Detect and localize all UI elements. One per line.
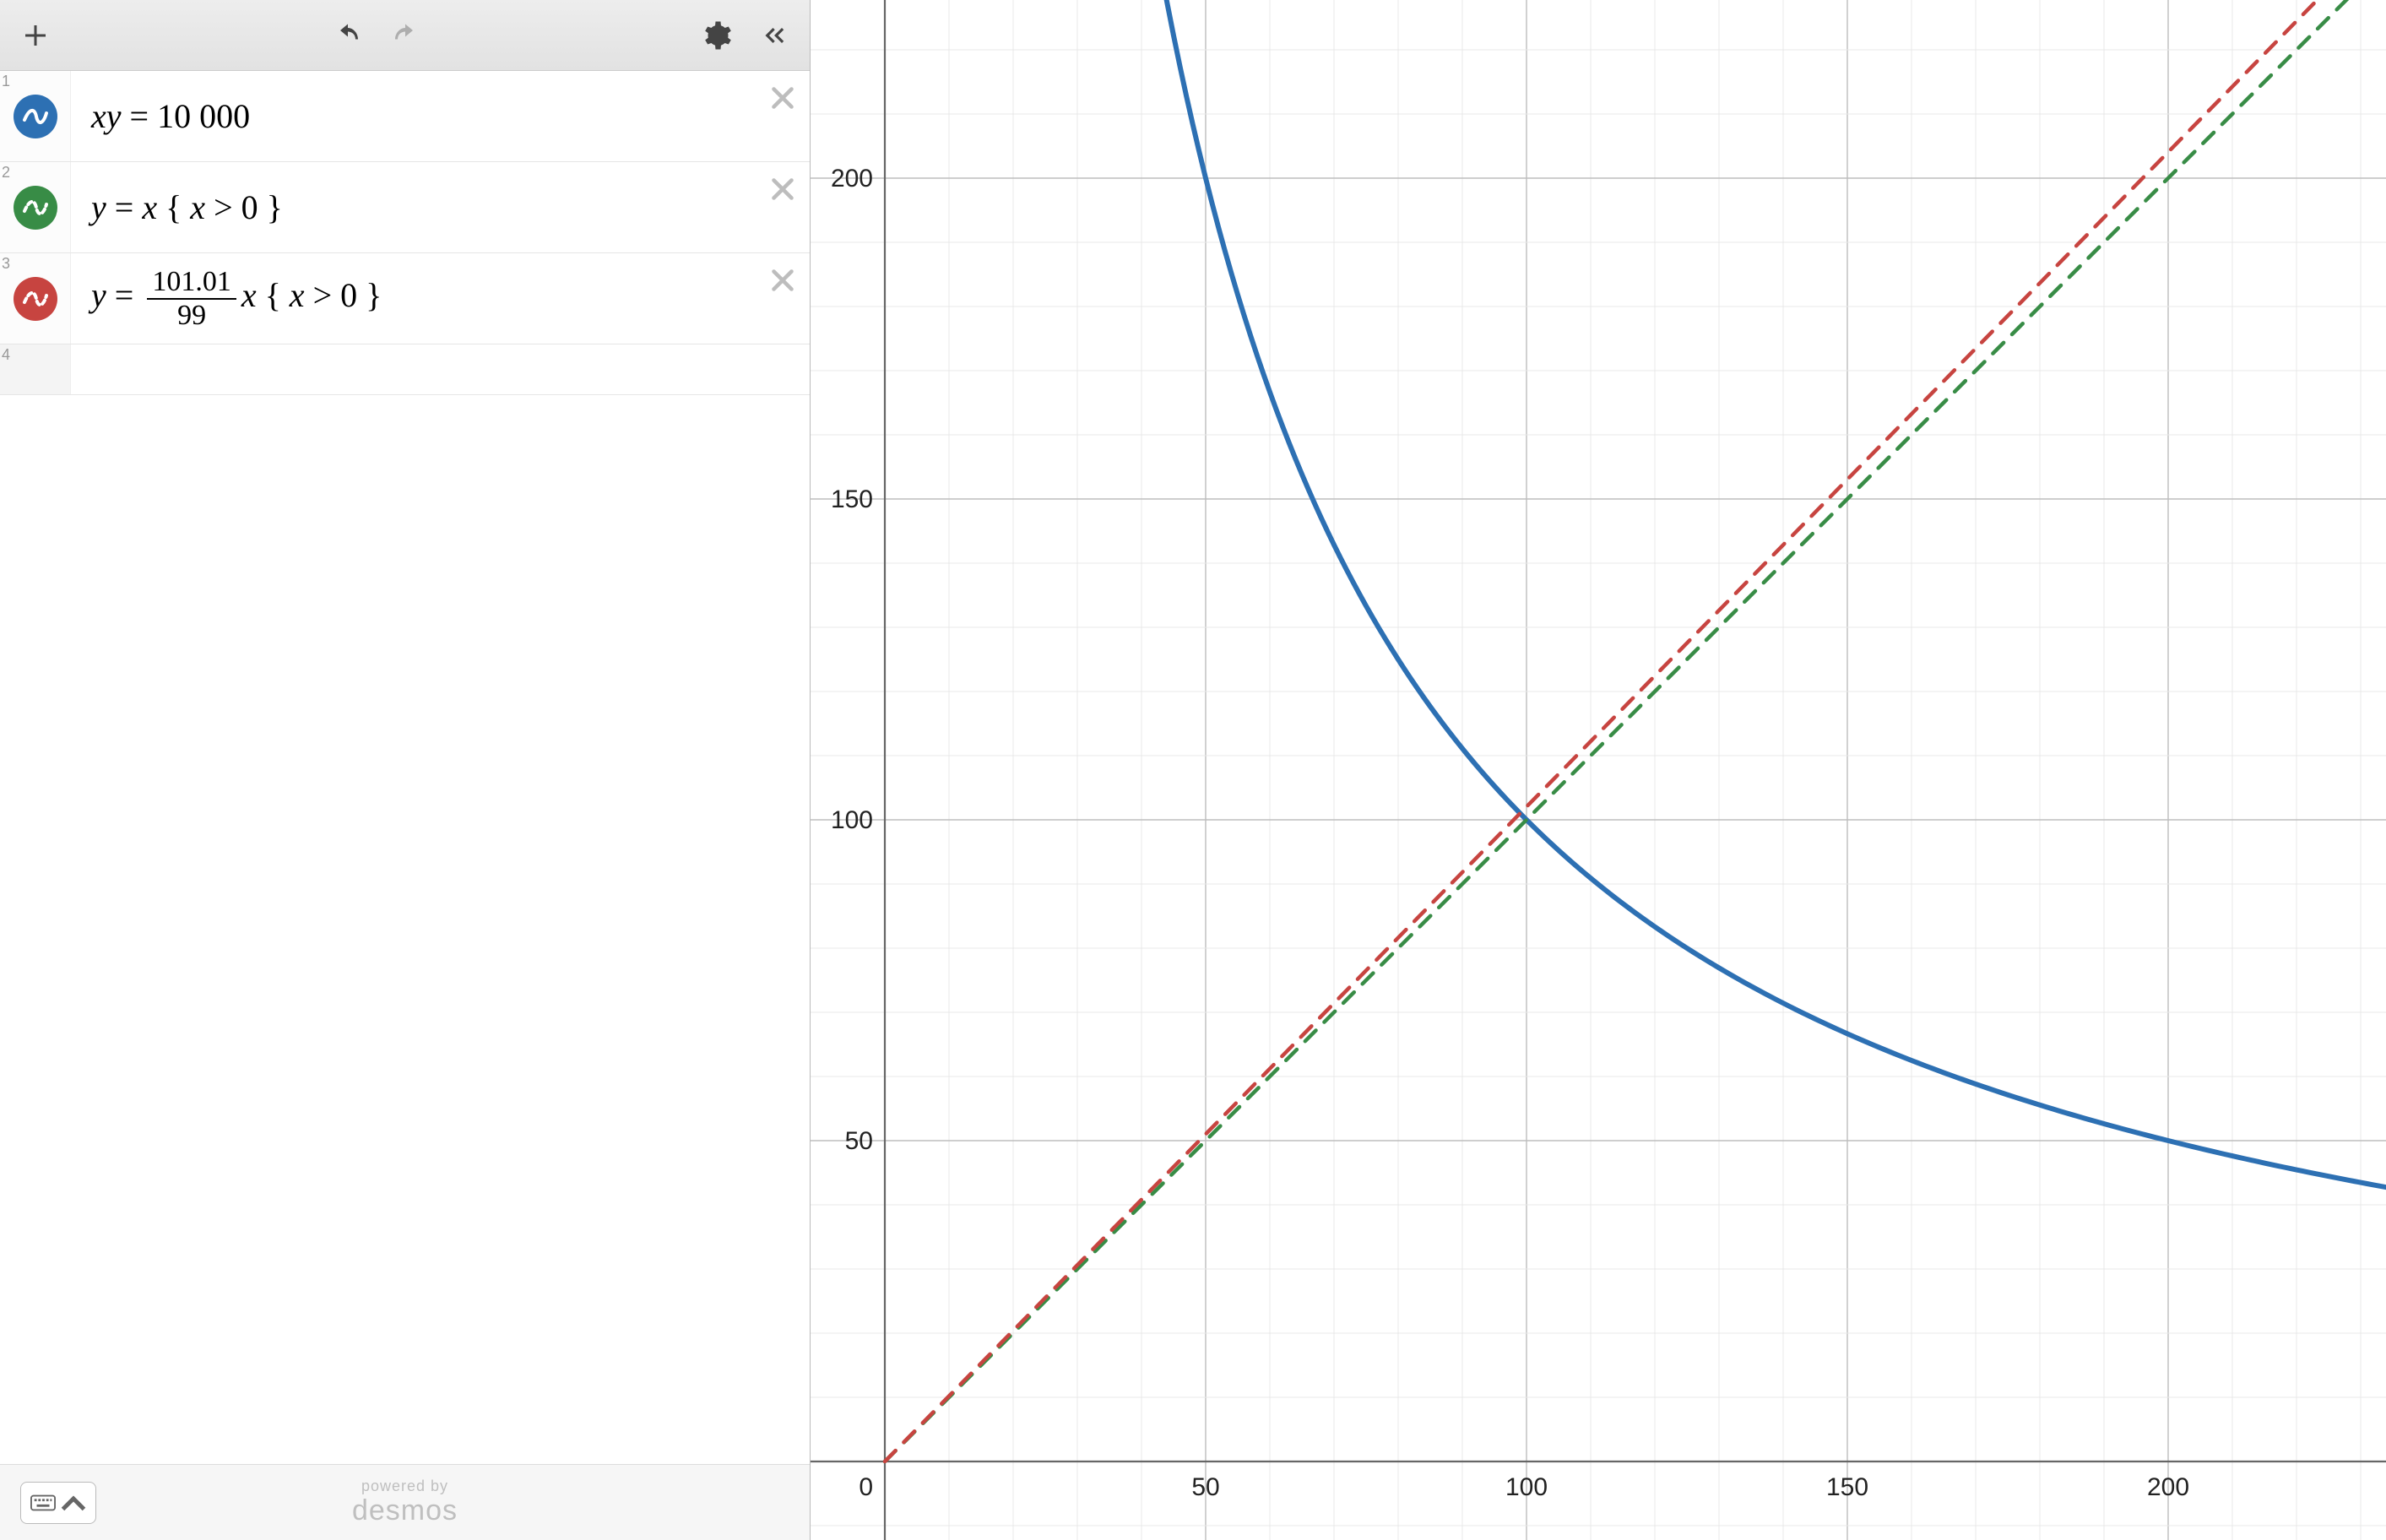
row-index: 3: [2, 255, 10, 273]
delete-expression-button[interactable]: [767, 83, 798, 117]
wave-icon: [22, 194, 49, 221]
row-index: 4: [2, 346, 10, 364]
add-button[interactable]: [10, 10, 61, 61]
svg-text:0: 0: [859, 1473, 873, 1501]
expression-gutter[interactable]: [0, 71, 71, 161]
brand-label: desmos: [352, 1495, 458, 1526]
chevron-up-icon: [61, 1494, 86, 1512]
svg-text:200: 200: [831, 165, 873, 192]
expression-row[interactable]: 4: [0, 344, 810, 395]
powered-by: powered by desmos: [352, 1478, 458, 1526]
expression-row[interactable]: 2 y = x { x > 0 }: [0, 162, 810, 253]
graph-canvas[interactable]: 50 100 150 200 50 100 150 200 0: [811, 0, 2386, 1540]
keyboard-icon: [30, 1494, 56, 1512]
sidebar-footer: powered by desmos: [0, 1464, 810, 1540]
collapse-button[interactable]: [749, 10, 800, 61]
plus-icon: [20, 20, 51, 51]
chevron-double-left-icon: [759, 20, 789, 51]
expression-color-toggle[interactable]: [14, 95, 57, 138]
undo-icon: [333, 20, 363, 51]
row-index: 1: [2, 73, 10, 90]
svg-text:150: 150: [1826, 1473, 1868, 1501]
expression-gutter[interactable]: [0, 162, 71, 252]
expression-row[interactable]: 3 y = 101.0199x { x > 0 }: [0, 253, 810, 344]
expression-input[interactable]: y = x { x > 0 }: [71, 162, 810, 252]
svg-text:100: 100: [831, 806, 873, 834]
powered-by-label: powered by: [352, 1478, 458, 1495]
svg-text:100: 100: [1505, 1473, 1548, 1501]
expression-input[interactable]: [71, 344, 810, 394]
gear-icon: [702, 20, 732, 51]
app-root: 1 xy = 10 000 2 y = x { x > 0 } 3 y = 101.019…: [0, 0, 2386, 1540]
toolbar: [0, 0, 810, 71]
close-icon: [767, 265, 798, 296]
delete-expression-button[interactable]: [767, 174, 798, 209]
expression-color-toggle[interactable]: [14, 186, 57, 230]
delete-expression-button[interactable]: [767, 265, 798, 300]
expression-color-toggle[interactable]: [14, 277, 57, 321]
expression-input[interactable]: y = 101.0199x { x > 0 }: [71, 253, 810, 344]
redo-icon: [390, 20, 420, 51]
keyboard-toggle[interactable]: [20, 1482, 96, 1524]
settings-button[interactable]: [691, 10, 742, 61]
svg-text:50: 50: [845, 1127, 873, 1155]
svg-text:150: 150: [831, 485, 873, 513]
undo-button[interactable]: [323, 10, 373, 61]
expression-row[interactable]: 1 xy = 10 000: [0, 71, 810, 162]
row-index: 2: [2, 164, 10, 182]
expression-gutter[interactable]: [0, 253, 71, 344]
expression-input[interactable]: xy = 10 000: [71, 71, 810, 161]
close-icon: [767, 83, 798, 113]
redo-button[interactable]: [380, 10, 431, 61]
svg-text:50: 50: [1191, 1473, 1219, 1501]
wave-icon: [22, 103, 49, 130]
expression-list: 1 xy = 10 000 2 y = x { x > 0 } 3 y = 101.019…: [0, 71, 810, 1464]
graph-pane[interactable]: 50 100 150 200 50 100 150 200 0: [811, 0, 2386, 1540]
wave-icon: [22, 285, 49, 312]
expression-gutter[interactable]: [0, 344, 71, 394]
sidebar: 1 xy = 10 000 2 y = x { x > 0 } 3 y = 101.019…: [0, 0, 811, 1540]
close-icon: [767, 174, 798, 204]
svg-text:200: 200: [2147, 1473, 2189, 1501]
